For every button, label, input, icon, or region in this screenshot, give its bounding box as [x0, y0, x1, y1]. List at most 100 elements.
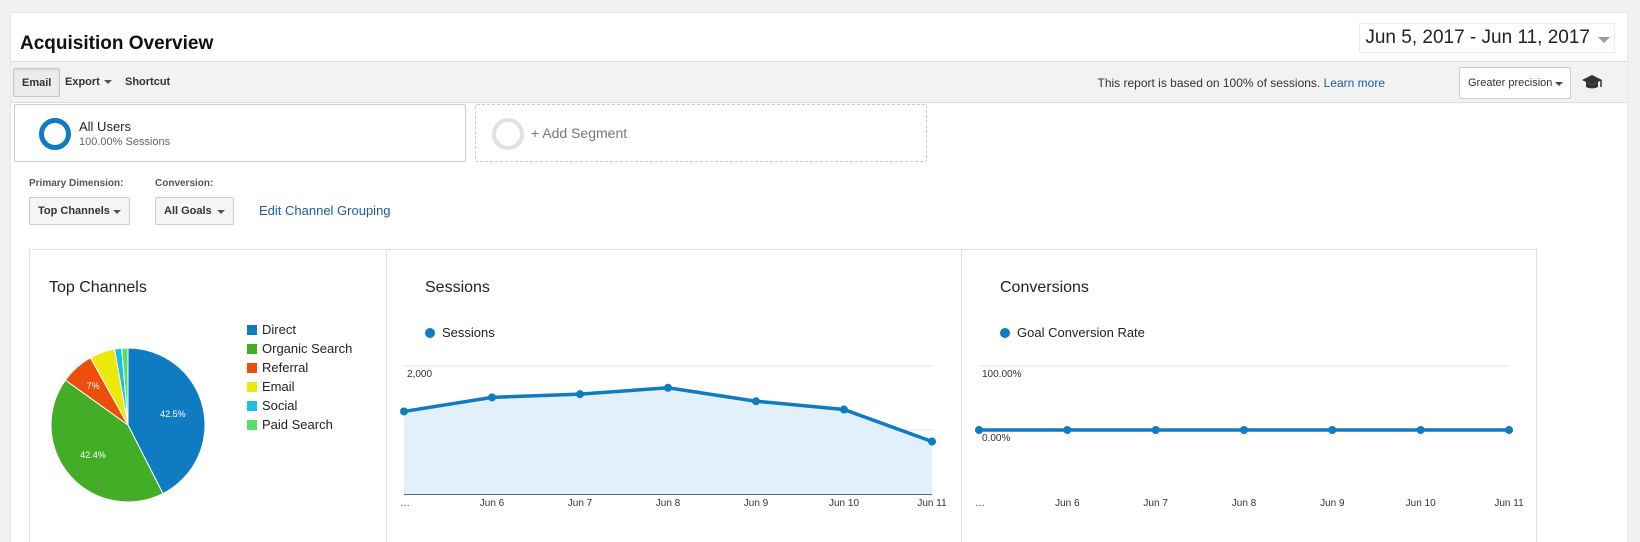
data-point[interactable]: [1328, 426, 1337, 434]
email-button[interactable]: Email: [13, 68, 61, 97]
email-button-label: Email: [22, 77, 52, 89]
legend-item-paid-search: Paid Search: [247, 417, 352, 436]
series-name: Sessions: [442, 325, 495, 340]
x-tick-label: Jun 10: [829, 498, 859, 509]
data-point[interactable]: [752, 397, 760, 406]
chevron-down-icon: [1598, 37, 1610, 43]
date-range-picker[interactable]: Jun 5, 2017 - Jun 11, 2017: [1359, 23, 1615, 53]
y-tick-label: 2,000: [407, 369, 432, 380]
toolbar: Email Export Shortcut This report is bas…: [11, 61, 1627, 103]
conversion-label: Conversion:: [155, 178, 214, 189]
segment-all-users[interactable]: All Users 100.00% Sessions: [14, 104, 466, 162]
pie-slice-label: 42.5%: [160, 409, 186, 419]
data-point[interactable]: [1505, 426, 1513, 434]
legend-label: Referral: [262, 360, 309, 375]
pie-slice-paid-search[interactable]: [121, 347, 129, 426]
conversion-value: All Goals: [164, 205, 212, 217]
x-tick-label: Jun 9: [744, 498, 769, 509]
legend-item-organic-search: Organic Search: [247, 341, 352, 360]
x-tick-label: Jun 6: [480, 498, 505, 509]
legend-label: Organic Search: [262, 341, 353, 356]
legend-item-social: Social: [247, 398, 352, 417]
legend-swatch: [247, 363, 257, 373]
data-point[interactable]: [928, 437, 936, 446]
legend-item-email: Email: [247, 379, 352, 398]
x-tick-label: Jun 11: [1494, 498, 1524, 509]
export-button[interactable]: Export: [57, 68, 120, 97]
segment-title: All Users: [79, 119, 132, 134]
x-tick-label: Jun 7: [1143, 498, 1168, 509]
shortcut-button[interactable]: Shortcut: [117, 68, 178, 97]
panel-title: Sessions: [425, 279, 490, 296]
panel-title: Top Channels: [49, 279, 147, 296]
legend-label: Email: [262, 379, 295, 394]
legend-dot-icon: [425, 328, 435, 338]
legend-dot-icon: [1000, 328, 1010, 338]
graduation-cap-icon[interactable]: [1581, 72, 1603, 92]
legend-swatch: [247, 344, 257, 354]
area-fill: [404, 387, 932, 494]
data-point[interactable]: [975, 426, 983, 434]
legend-label: Social: [262, 398, 298, 413]
primary-dimension-value: Top Channels: [38, 205, 110, 217]
x-tick-label: Jun 8: [656, 498, 681, 509]
data-point[interactable]: [840, 405, 848, 414]
learn-more-link[interactable]: Learn more: [1323, 76, 1385, 90]
primary-dimension-label: Primary Dimension:: [29, 178, 124, 189]
edit-channel-grouping-link[interactable]: Edit Channel Grouping: [259, 203, 391, 218]
pie-slice-direct[interactable]: [127, 347, 206, 495]
data-point[interactable]: [1416, 426, 1425, 434]
report-card: Acquisition Overview Jun 5, 2017 - Jun 1…: [10, 12, 1628, 542]
legend-swatch: [247, 382, 257, 392]
data-point[interactable]: [1240, 426, 1248, 434]
report-note-text: This report is based on 100% of sessions…: [1097, 76, 1321, 90]
precision-select[interactable]: Greater precision: [1459, 67, 1571, 99]
data-point[interactable]: [664, 383, 672, 392]
export-button-label: Export: [65, 76, 100, 88]
chevron-down-icon: [113, 210, 121, 214]
x-tick-label: Jun 6: [1055, 498, 1080, 509]
date-range-text: Jun 5, 2017 - Jun 11, 2017: [1365, 27, 1590, 48]
segment-subtitle: 100.00% Sessions: [79, 136, 171, 148]
x-tick-label: …: [975, 498, 985, 509]
page-title: Acquisition Overview: [20, 33, 214, 54]
conversion-select[interactable]: All Goals: [155, 197, 234, 225]
chevron-down-icon: [217, 210, 225, 214]
conversions-panel: Conversions Goal Conversion Rate 100.00%…: [962, 250, 1537, 542]
pie-chart: 42.5% 42.4% 7%: [50, 347, 206, 503]
x-tick-label: Jun 9: [1320, 498, 1345, 509]
x-tick-label: Jun 10: [1406, 498, 1436, 509]
x-tick-label: Jun 11: [917, 498, 947, 509]
data-point[interactable]: [400, 407, 408, 416]
data-point[interactable]: [576, 390, 584, 399]
primary-dimension-select[interactable]: Top Channels: [29, 197, 130, 225]
legend-label: Paid Search: [262, 417, 333, 432]
pie-slice-label: 42.4%: [80, 450, 106, 460]
data-point[interactable]: [1063, 426, 1072, 434]
pie-slice-organic-search[interactable]: [50, 379, 164, 503]
legend-item-referral: Referral: [247, 360, 352, 379]
add-segment-button[interactable]: + Add Segment: [475, 104, 927, 162]
x-tick-label: …: [400, 498, 410, 509]
chevron-down-icon: [103, 80, 112, 85]
segment-ring-icon: [39, 118, 71, 150]
charts-row: Top Channels 42.5% 42.4% 7% Direct Organic …: [29, 249, 1537, 542]
top-channels-panel: Top Channels 42.5% 42.4% 7% Direct Organic …: [30, 250, 387, 542]
x-tick-label: Jun 8: [1232, 498, 1257, 509]
pie-legend: Direct Organic Search Referral Email Social P…: [247, 322, 352, 436]
series-legend: Sessions: [425, 325, 495, 340]
panel-title: Conversions: [1000, 279, 1089, 296]
pie-slice-label: 7%: [87, 381, 100, 391]
legend-label: Direct: [262, 322, 296, 337]
precision-value: Greater precision: [1468, 77, 1553, 89]
data-point[interactable]: [1151, 426, 1160, 434]
series-legend: Goal Conversion Rate: [1000, 325, 1145, 340]
segment-ring-icon: [492, 118, 524, 150]
legend-swatch: [247, 325, 257, 335]
legend-swatch: [247, 420, 257, 430]
y-tick-label: 0.00%: [982, 433, 1010, 444]
y-tick-label: 100.00%: [982, 369, 1022, 380]
data-point[interactable]: [488, 393, 496, 402]
